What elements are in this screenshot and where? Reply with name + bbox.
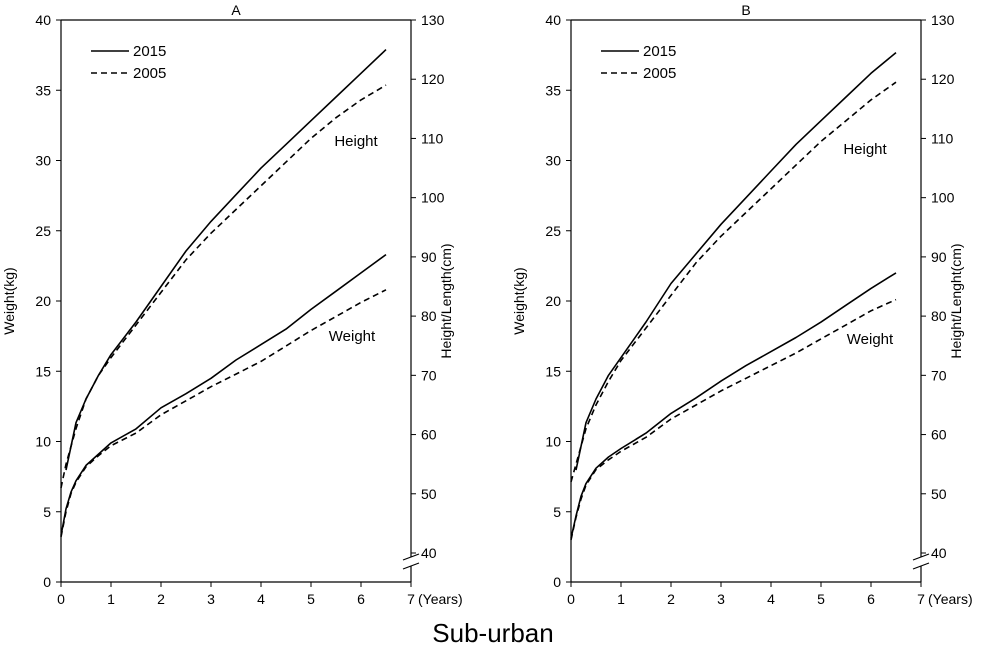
series-line-weight-2015 xyxy=(570,272,897,539)
x-tick-label: 7 xyxy=(407,591,415,607)
legend-label-2015: 2015 xyxy=(643,43,676,60)
x-tick-label: 4 xyxy=(767,591,775,607)
y-left-tick-label: 35 xyxy=(35,82,51,98)
x-tick-label: 0 xyxy=(567,591,575,607)
x-tick-label: 4 xyxy=(257,591,265,607)
series-line-height-2015 xyxy=(65,49,387,471)
y-right-tick-label: 70 xyxy=(931,367,947,383)
y-left-tick-label: 40 xyxy=(35,12,51,28)
y-left-tick-label: 10 xyxy=(35,434,51,450)
y-right-tick-label: 120 xyxy=(421,71,445,87)
chart-panel-b: B 0 1 2 3 4 5 6 7 (Years) 0 5 10 15 20 25 30 35 40 Weight(k… xyxy=(511,2,973,607)
y-left-tick-label: 35 xyxy=(545,82,561,98)
y-left-tick-label: 30 xyxy=(545,153,561,169)
y-left-axis-title: Weight(kg) xyxy=(511,267,527,334)
x-tick-label: 0 xyxy=(57,591,65,607)
y-left-tick-label: 0 xyxy=(43,574,51,590)
y-right-tick-label: 70 xyxy=(421,367,437,383)
annotation-height: Height xyxy=(334,133,378,150)
y-right-tick-label: 110 xyxy=(931,130,954,146)
x-axis-unit-label: (Years) xyxy=(928,591,973,607)
y-right-tick-label: 50 xyxy=(421,486,437,502)
axis-break-mark xyxy=(912,553,930,561)
y-left-tick-label: 5 xyxy=(43,504,51,520)
y-left-tick-label: 40 xyxy=(545,12,561,28)
x-tick-label: 3 xyxy=(717,591,725,607)
series-line-weight-2005 xyxy=(60,289,387,538)
panel-title: A xyxy=(231,2,241,18)
figure-caption: Sub-urban xyxy=(432,618,553,648)
x-tick-label: 5 xyxy=(307,591,315,607)
y-right-tick-label: 60 xyxy=(931,427,947,443)
y-right-tick-label: 110 xyxy=(421,130,444,146)
x-tick-label: 7 xyxy=(917,591,925,607)
y-left-tick-label: 10 xyxy=(545,434,561,450)
y-right-tick-label: 40 xyxy=(421,545,437,561)
y-right-tick-label: 100 xyxy=(931,190,955,206)
y-right-tick-label: 60 xyxy=(421,427,437,443)
axis-break-mark xyxy=(402,553,420,561)
series-line-height-2005 xyxy=(570,81,897,483)
series-line-height-2015 xyxy=(575,51,897,471)
legend-label-2015: 2015 xyxy=(133,43,166,60)
y-right-axis-title: Height/Lenght(cm) xyxy=(948,243,964,358)
y-right-tick-label: 80 xyxy=(421,308,437,324)
y-right-tick-label: 40 xyxy=(931,545,947,561)
y-left-tick-label: 30 xyxy=(35,153,51,169)
y-left-tick-label: 20 xyxy=(545,293,561,309)
series-line-weight-2015 xyxy=(60,253,387,536)
y-right-tick-label: 130 xyxy=(931,12,955,28)
chart-panel-a: A 0 1 2 3 4 5 6 7 (Years) 0 5 10 15 20 25 30 35 40 Weight(k… xyxy=(1,2,463,607)
legend: 2015 2005 xyxy=(601,43,676,82)
y-left-tick-label: 20 xyxy=(35,293,51,309)
y-right-tick-label: 80 xyxy=(931,308,947,324)
x-tick-label: 6 xyxy=(867,591,875,607)
y-right-tick-label: 100 xyxy=(421,190,445,206)
y-left-axis-title: Weight(kg) xyxy=(1,267,17,334)
x-axis-unit-label: (Years) xyxy=(418,591,463,607)
y-left-tick-label: 0 xyxy=(553,574,561,590)
y-left-tick-label: 15 xyxy=(545,363,561,379)
panel-title: B xyxy=(741,2,750,18)
legend-label-2005: 2005 xyxy=(643,65,676,82)
series-line-height-2005 xyxy=(60,84,387,489)
legend: 2015 2005 xyxy=(91,43,166,82)
x-tick-label: 1 xyxy=(617,591,625,607)
annotation-height: Height xyxy=(843,141,887,158)
y-left-tick-label: 25 xyxy=(35,223,51,239)
x-tick-label: 5 xyxy=(817,591,825,607)
y-left-tick-label: 5 xyxy=(553,504,561,520)
axis-break-mark xyxy=(402,562,420,570)
y-right-tick-label: 130 xyxy=(421,12,445,28)
y-right-tick-label: 90 xyxy=(421,249,437,265)
y-right-tick-label: 50 xyxy=(931,486,947,502)
y-right-axis-title: Height/Length(cm) xyxy=(438,243,454,358)
y-left-tick-label: 15 xyxy=(35,363,51,379)
y-left-tick-label: 25 xyxy=(545,223,561,239)
x-tick-label: 6 xyxy=(357,591,365,607)
x-tick-label: 1 xyxy=(107,591,115,607)
x-tick-label: 2 xyxy=(667,591,675,607)
y-right-tick-label: 90 xyxy=(931,249,947,265)
axis-break-mark xyxy=(912,562,930,570)
x-tick-label: 3 xyxy=(207,591,215,607)
legend-label-2005: 2005 xyxy=(133,65,166,82)
annotation-weight: Weight xyxy=(847,331,894,348)
y-right-tick-label: 120 xyxy=(931,71,955,87)
annotation-weight: Weight xyxy=(329,328,376,345)
x-tick-label: 2 xyxy=(157,591,165,607)
series-line-weight-2005 xyxy=(570,298,897,541)
